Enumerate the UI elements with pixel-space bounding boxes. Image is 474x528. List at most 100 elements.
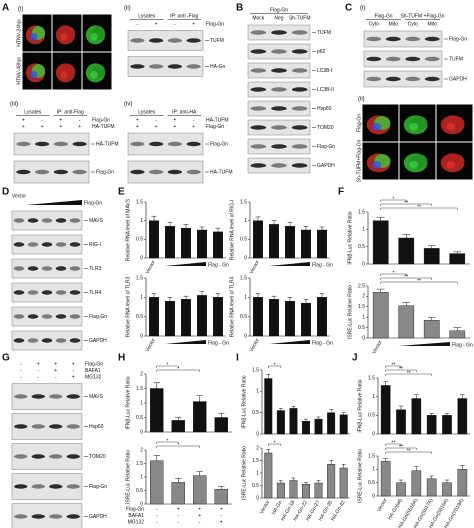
y-tick-label: 1.5 <box>240 199 247 205</box>
bar <box>269 299 280 337</box>
band <box>69 218 81 223</box>
lane-label: Sh-TUFM <box>289 15 311 21</box>
band-label: GAPDH <box>89 338 107 344</box>
dose-ramp <box>165 340 206 344</box>
condition-sign: + <box>72 361 75 367</box>
error-bar <box>427 316 436 321</box>
condition-sign: + <box>22 124 25 130</box>
band <box>49 424 63 429</box>
sub-label: (ii) <box>124 6 131 12</box>
band <box>149 169 164 175</box>
condition-sign: + <box>177 506 180 512</box>
band <box>366 36 382 42</box>
band <box>35 169 50 175</box>
band <box>35 141 50 147</box>
y-tick-label: 1.5 <box>368 375 375 381</box>
significance-bracket <box>156 445 200 448</box>
y-tick-label: 0 <box>362 261 365 267</box>
group-label: Lysates <box>138 109 156 115</box>
y-tick-label: 0.5 <box>240 237 247 243</box>
y-tick-label: 1 <box>372 394 375 400</box>
band-label: Flag-Gn <box>449 36 467 42</box>
condition-name: Flag-Gn <box>206 21 224 27</box>
group-label: Flag-Gn <box>270 7 288 13</box>
panel-letter: F <box>338 187 344 198</box>
condition-sign: - <box>37 374 39 380</box>
band <box>291 49 308 54</box>
condition-name: HA-TUFM <box>206 117 229 123</box>
x-axis-label: Flag - Gn <box>208 340 229 346</box>
group-label: Flag-Gn <box>374 13 392 19</box>
lane-label: Cyto <box>408 21 419 27</box>
error-bar <box>218 412 225 418</box>
bar <box>180 227 191 259</box>
sub-label: (iv) <box>124 102 132 108</box>
condition-sign: - <box>41 117 43 123</box>
x-axis-label: Flag - Gn <box>312 340 333 346</box>
error-bar <box>255 216 261 221</box>
error-bar <box>199 226 205 230</box>
bar <box>180 299 191 337</box>
cell <box>409 123 419 131</box>
condition-sign: + <box>54 368 57 374</box>
band <box>130 169 145 175</box>
y-tick-label: 1 <box>372 467 375 473</box>
y-tick-label: 1 <box>140 400 143 406</box>
bar <box>301 302 312 337</box>
bar <box>193 475 207 505</box>
band <box>53 141 68 147</box>
error-bar <box>151 215 157 221</box>
dose-ramp <box>269 340 310 344</box>
condition-sign: - <box>199 519 201 525</box>
error-bar <box>402 302 411 306</box>
condition-sign: + <box>54 361 57 367</box>
condition-name: Flag-Gn <box>126 506 144 512</box>
band <box>186 169 201 175</box>
band <box>366 56 382 62</box>
significance-label: ** <box>407 370 411 376</box>
band <box>291 163 308 168</box>
significance-label: * <box>393 270 395 276</box>
band <box>167 64 182 69</box>
y-tick-label: 2 <box>256 445 259 451</box>
error-bar <box>429 413 434 416</box>
error-bar <box>271 295 277 300</box>
bar <box>327 412 336 435</box>
cell <box>90 71 98 79</box>
band <box>14 484 28 489</box>
band <box>31 484 45 489</box>
bar <box>285 301 296 337</box>
y-tick-label: 0.5 <box>368 480 375 486</box>
row-label: Flag-Gn <box>356 114 362 132</box>
band <box>13 266 25 271</box>
lane-label: Mito <box>389 21 399 27</box>
band <box>149 141 164 147</box>
y-tick-label: 0 <box>244 333 247 339</box>
y-tick-label: 1 <box>362 315 365 321</box>
significance-label: ** <box>399 444 403 450</box>
condition-sign: - <box>20 368 22 374</box>
condition-sign: - <box>79 117 81 123</box>
y-tick-label: 0.5 <box>136 488 143 494</box>
bar <box>423 248 440 265</box>
panel-letter: G <box>2 353 10 364</box>
band <box>291 68 308 73</box>
condition-sign: - <box>174 21 176 27</box>
error-bar <box>329 460 334 465</box>
bar <box>289 408 298 435</box>
bar <box>327 464 336 499</box>
blot-strip <box>127 30 204 51</box>
band <box>167 38 182 43</box>
condition-sign: + <box>198 513 201 519</box>
condition-name: Flag-Gn <box>92 117 110 123</box>
band <box>405 76 421 82</box>
significance-label: ** <box>399 366 403 372</box>
band <box>130 64 145 69</box>
band-label: HA-TUFM <box>210 169 233 175</box>
y-tick-label: 0.5 <box>358 244 365 250</box>
band <box>41 266 53 271</box>
significance-label: * <box>167 438 169 444</box>
band <box>41 314 53 319</box>
band <box>41 338 53 343</box>
y-axis-label: ISRE-Luc Relative Ratio <box>357 449 363 503</box>
